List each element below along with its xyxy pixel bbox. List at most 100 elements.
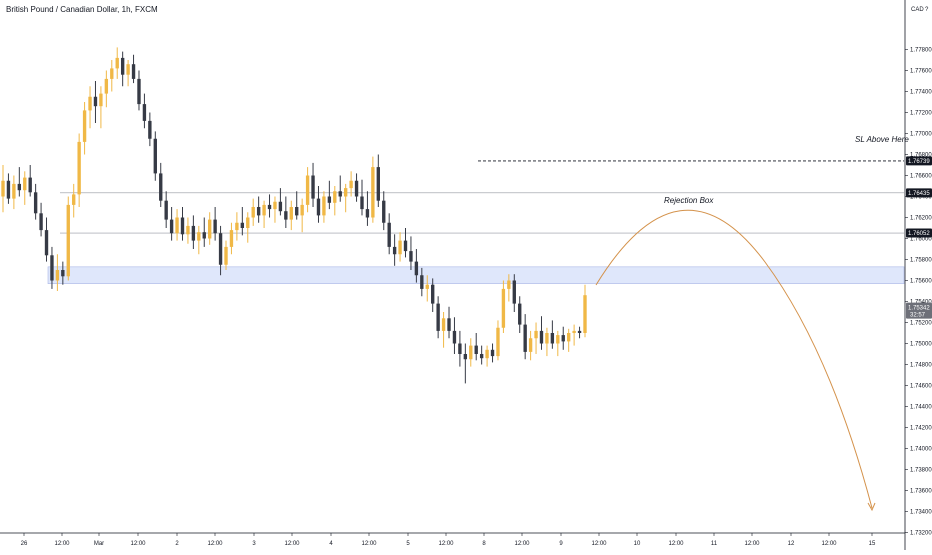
candle-body	[572, 330, 576, 333]
price-tick-label: 1.77000	[910, 132, 932, 138]
price-tick-label: 1.75000	[910, 342, 932, 348]
candle-body	[436, 303, 440, 331]
price-tick-label: 1.76000	[910, 237, 932, 243]
candle-body	[256, 207, 261, 216]
candle-body	[512, 280, 516, 304]
time-tick-label: 26	[21, 541, 28, 547]
candle-body	[398, 240, 402, 255]
price-tag-label: 1.76739	[908, 159, 930, 165]
time-tick-label: 12:00	[821, 541, 837, 547]
projection-arrowhead	[867, 502, 876, 512]
candle-body	[120, 57, 125, 75]
candle-body	[93, 96, 98, 107]
candle-body	[469, 345, 473, 360]
price-tick-label: 1.74800	[910, 363, 932, 369]
candle-body	[566, 333, 571, 342]
time-tick-label: 9	[559, 541, 563, 547]
time-tick-label: 11	[711, 541, 718, 547]
time-tick-label: 3	[252, 541, 256, 547]
candle-body	[376, 167, 380, 201]
candle-body	[66, 204, 70, 277]
price-tick-label: 1.77200	[910, 111, 932, 117]
candle-body	[33, 192, 38, 214]
time-tick-label: 2	[175, 541, 179, 547]
price-tick-label: 1.73600	[910, 489, 932, 495]
candle-body	[431, 284, 435, 304]
time-tick-label: 12:00	[514, 541, 530, 547]
candle-body	[447, 318, 451, 331]
time-tick-label: Mar	[94, 541, 104, 547]
price-tick-label: 1.73800	[910, 468, 932, 474]
time-tick-label: 5	[406, 541, 410, 547]
candle-body	[208, 219, 212, 239]
time-tick-label: 12:00	[284, 541, 300, 547]
price-tick-label: 1.73400	[910, 510, 932, 516]
candle-body	[518, 303, 522, 325]
price-tick-label: 1.76600	[910, 174, 932, 180]
time-tick-label: 8	[482, 541, 486, 547]
price-tag-badge	[906, 156, 932, 166]
time-tick-label: 15	[869, 541, 876, 547]
projection-curve[interactable]	[595, 209, 873, 509]
price-tick-label: 1.76800	[910, 153, 932, 159]
candle-body	[550, 333, 555, 344]
currency-label: CAD	[911, 7, 924, 13]
price-tick-label: 1.76400	[910, 195, 932, 201]
price-tick-label: 1.74400	[910, 405, 932, 411]
time-axis[interactable]: 26 12:00 Mar 12:00 2 12:00 3 12:00 4 12:00 5 12:00 8…	[0, 532, 905, 547]
price-tick-label: 1.76200	[910, 216, 932, 222]
price-axis[interactable]: 1.77800 1.77600 1.77400 1.77200 1.77000 1.768…	[904, 0, 932, 550]
countdown-label: 32:57	[910, 313, 926, 319]
current-price-badge	[906, 302, 932, 319]
candle-body	[528, 338, 533, 352]
candle-body	[169, 219, 174, 234]
candle-body	[202, 232, 206, 239]
rejection-zone-layer	[47, 266, 905, 284]
time-tick-label: 12:00	[361, 541, 377, 547]
candle-body	[44, 230, 49, 256]
time-tick-label: 12:00	[591, 541, 607, 547]
candle-body	[55, 270, 60, 281]
time-tick-label: 12:00	[668, 541, 684, 547]
currency-marker[interactable]: ?	[925, 7, 929, 13]
candle-body	[409, 251, 413, 262]
candle-body	[311, 175, 315, 199]
time-tick-label: 4	[329, 541, 333, 547]
candle-body	[365, 209, 370, 218]
candle-body	[474, 345, 478, 354]
rejection-zone[interactable]	[47, 266, 905, 284]
price-tick-label: 1.74200	[910, 426, 932, 432]
candle-body	[218, 233, 223, 265]
candle-body	[387, 222, 391, 247]
candle-body	[240, 222, 245, 228]
candle-body	[251, 207, 255, 218]
candle-body	[425, 284, 429, 289]
time-tick-label: 12:00	[744, 541, 760, 547]
sl-annotation: SL Above Here	[855, 135, 909, 144]
current-price-label: 1.75342	[908, 306, 930, 312]
candle-body	[278, 201, 283, 212]
candle-body	[180, 217, 185, 235]
price-tick-label: 1.75600	[910, 279, 932, 285]
candle-body	[295, 207, 299, 216]
candle-body	[235, 222, 239, 231]
candle-body	[414, 261, 419, 276]
candle-body	[142, 104, 147, 121]
price-tick-label: 1.77600	[910, 69, 932, 75]
candle-body	[164, 200, 168, 220]
candle-body	[110, 68, 114, 79]
candle-body	[115, 57, 119, 69]
candle-body	[153, 138, 157, 174]
candle-body	[300, 204, 304, 216]
candle-body	[77, 141, 81, 195]
price-tag-label: 1.76052	[908, 231, 930, 237]
candle-body	[50, 255, 54, 281]
candle-body	[229, 230, 234, 247]
candle-body	[382, 200, 386, 223]
candle-body	[577, 330, 582, 333]
candles-layer	[1, 47, 587, 384]
candle-body	[126, 64, 130, 75]
candle-body	[583, 295, 587, 333]
symbol-title: British Pound / Canadian Dollar, 1h, FXC…	[6, 5, 158, 14]
